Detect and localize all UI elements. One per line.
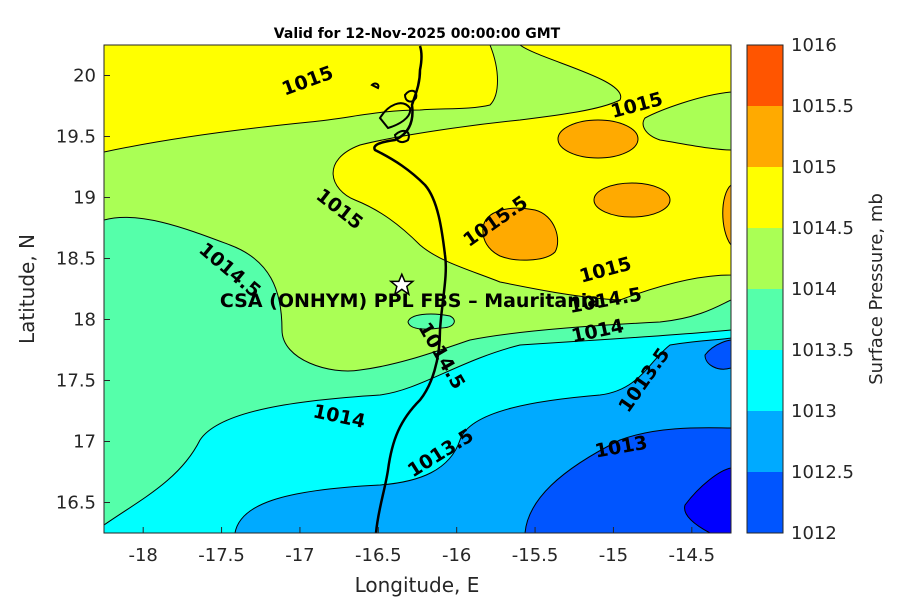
y-axis-ticks: 16.5 17 17.5 18 18.5 19 19.5 20 [56,66,110,514]
x-axis-label: Longitude, E [355,573,480,597]
y-tick-label: 19.5 [56,127,96,148]
y-tick-label: 17 [73,432,96,453]
y-axis-label: Latitude, N [15,234,39,344]
region-1012-5-east [704,339,731,370]
colorbar-tick-label: 1015.5 [791,96,854,117]
colorbar-segment [747,228,783,289]
colorbar-tick-label: 1014 [791,279,837,300]
y-tick-label: 19 [73,188,96,209]
colorbar-segment [747,106,783,167]
y-tick-label: 18.5 [56,249,96,270]
plot-frame [103,44,732,534]
x-tick-label: -15 [599,545,628,566]
colorbar-segment [747,411,783,472]
islands [370,82,418,144]
x-axis-ticks: -18 -17.5 -17 -16.5 -16 -15.5 -15 -14.5 [128,527,715,566]
colorbar-segment [747,350,783,411]
colorbar-tick-label: 1012.5 [791,462,854,483]
colorbar-tick-label: 1012 [791,523,837,544]
x-tick-label: -17 [285,545,314,566]
x-tick-label: -18 [128,545,157,566]
colorbar-tick-label: 1015 [791,157,837,178]
site-marker-star [388,272,415,297]
x-tick-label: -15.5 [512,545,559,566]
y-tick-label: 16.5 [56,493,96,514]
colorbar-tick-label: 1013 [791,401,837,422]
y-tick-label: 18 [73,310,96,331]
x-tick-label: -17.5 [198,545,245,566]
y-tick-label: 20 [73,66,96,87]
region-1015-north [104,45,498,153]
x-tick-label: -14.5 [669,545,716,566]
colorbar-frame [746,44,784,534]
colorbar-tick-label: 1014.5 [791,218,854,239]
colorbar-segment [747,45,783,106]
region-1015-5-north [557,119,639,159]
region-1015-5-east [593,182,671,218]
region-1012-5 [524,427,731,533]
colorbar-label: Surface Pressure, mb [866,193,887,385]
chart-title: Valid for 12-Nov-2025 00:00:00 GMT [274,26,561,42]
region-1014-notch [407,313,455,330]
colorbar-segment [747,472,783,533]
region-1015-5-south [482,207,559,261]
region-1012 [684,467,731,533]
x-tick-label: -16.5 [355,545,402,566]
colorbar: 1016 1015.5 1015 1014.5 1014 1013.5 1013 1012.5… [746,35,854,544]
colorbar-tick-label: 1016 [791,35,837,56]
x-tick-label: -16 [442,545,471,566]
colorbar-segment [747,289,783,350]
y-tick-label: 17.5 [56,371,96,392]
colorbar-segment [747,167,783,228]
site-label: CSA (ONHYM) PPL FBS – Mauritania [220,290,600,312]
colorbar-tick-label: 1013.5 [791,340,854,361]
